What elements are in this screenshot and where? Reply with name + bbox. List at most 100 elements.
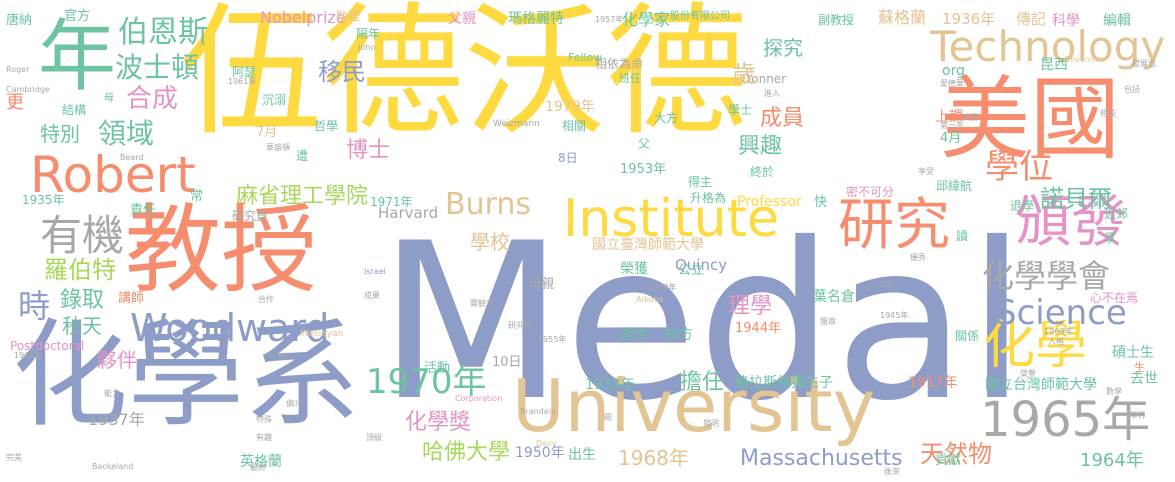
cloud-word: 化學 <box>983 316 1088 376</box>
cloud-word: 責任 <box>130 203 157 218</box>
cloud-word: Professor <box>737 194 802 210</box>
cloud-word: 伯恩斯 <box>118 15 208 50</box>
cloud-word: Institute <box>563 189 779 249</box>
cloud-word: Nobelprize <box>260 8 346 27</box>
cloud-word: 1917年 <box>908 375 958 391</box>
cloud-word: 天然物 <box>920 440 992 468</box>
cloud-word: 能力 <box>104 389 120 398</box>
cloud-word: 1950年 <box>515 445 565 461</box>
cloud-word: 1944年 <box>735 321 782 336</box>
cloud-word: 伍德沃德 <box>180 0 748 155</box>
cloud-word: 1968年 <box>618 446 689 470</box>
cloud-word: 瑪格麗特 <box>508 11 564 27</box>
cloud-word: 英格蘭 <box>240 454 282 470</box>
cloud-word: 化學獎 <box>405 410 472 435</box>
cloud-word: 股份有限公司 <box>670 11 730 22</box>
cloud-word: org <box>942 63 965 79</box>
cloud-word: 1933年 <box>585 377 635 393</box>
cloud-word: 國立臺灣師範大學 <box>592 237 704 253</box>
cloud-word: 進入 <box>764 89 780 98</box>
cloud-word: 合成 <box>126 84 179 114</box>
cloud-word: 研究員 <box>232 209 269 223</box>
cloud-word: 常 <box>190 189 204 204</box>
cloud-word: 校方 <box>665 327 693 343</box>
cloud-word: 領域 <box>98 117 155 150</box>
cloud-word: 心不在焉 <box>1090 291 1139 305</box>
cloud-word: 成果 <box>364 291 380 300</box>
cloud-word: 生 <box>1134 361 1145 374</box>
cloud-word: 得主 <box>688 175 713 189</box>
cloud-word: 上課 <box>935 109 963 125</box>
cloud-word: 密不可分 <box>846 185 895 199</box>
cloud-word: 關係 <box>955 329 980 343</box>
cloud-word: 1935年 <box>22 193 65 207</box>
cloud-word: 1965年 <box>980 392 1151 448</box>
cloud-word: 昆西 <box>1040 57 1068 73</box>
cloud-word: 助理 <box>336 9 361 23</box>
cloud-word: 華盛頓 <box>266 143 290 152</box>
cloud-word: 1959年 <box>648 283 677 292</box>
cloud-word: 蘇格蘭 <box>878 8 927 27</box>
cloud-word: Weizmann <box>493 119 540 129</box>
cloud-word: Fellow <box>568 51 603 64</box>
cloud-word: 有機 <box>40 211 125 260</box>
cloud-word: 母 <box>104 93 114 104</box>
cloud-word: 格拉斯格獨生子 <box>735 375 833 391</box>
cloud-word: Corporation <box>455 394 503 403</box>
cloud-word: Davy <box>536 439 557 448</box>
cloud-word: 偏北 <box>286 399 302 408</box>
cloud-word: 二十多 <box>870 279 894 288</box>
cloud-word: 7月 <box>256 125 278 140</box>
cloud-word: 唐納 <box>6 13 33 28</box>
cloud-word: Wesleyan <box>300 329 344 339</box>
cloud-word: Roger <box>6 65 30 74</box>
cloud-word: 化學學會 <box>982 257 1111 295</box>
cloud-word: Burns <box>445 187 532 222</box>
cloud-word: 葉名倉 <box>813 289 855 305</box>
cloud-word: 夥伴 <box>97 348 137 372</box>
cloud-word: 數學 <box>1106 387 1122 396</box>
cloud-word: 遭 <box>296 149 309 163</box>
cloud-word: 逝世 <box>620 327 648 343</box>
cloud-word: 4月 <box>940 131 962 146</box>
cloud-word: 理學 <box>728 294 773 319</box>
cloud-word: 有趣 <box>256 433 272 442</box>
cloud-word: 興趣 <box>738 134 783 159</box>
cloud-word: 8日 <box>558 151 578 165</box>
cloud-word: 1955年 <box>538 335 567 344</box>
cloud-word: 發展出 <box>1132 59 1156 68</box>
cloud-word: 實驗室 <box>470 299 494 308</box>
cloud-word: Beard <box>120 153 144 162</box>
cloud-word: 讀 <box>956 229 969 243</box>
cloud-word: 時 <box>18 287 51 325</box>
cloud-word: 學位 <box>985 147 1053 187</box>
cloud-word: Quincy <box>675 256 728 274</box>
cloud-word: 隔年 <box>356 27 381 41</box>
cloud-word: 母親 <box>528 277 555 292</box>
cloud-word: 快 <box>814 195 828 210</box>
cloud-word: 活動 <box>424 361 451 376</box>
cloud-word: Technology <box>930 22 1166 71</box>
cloud-word: 學士 <box>728 103 753 117</box>
cloud-word: 特別 <box>40 122 80 146</box>
cloud-word: Woodward <box>130 306 330 350</box>
cloud-word: 教授 <box>125 194 317 306</box>
cloud-word: 編輯 <box>1103 13 1131 29</box>
cloud-word: 科學 <box>1052 13 1080 29</box>
cloud-word: 波士頓 <box>115 51 200 84</box>
cloud-word: 研究 <box>838 193 950 258</box>
cloud-word: 退學 <box>1010 199 1035 213</box>
cloud-word: 副教授 <box>818 13 855 27</box>
cloud-word: 10日 <box>492 355 522 370</box>
cloud-word: 錄取 <box>60 288 105 313</box>
cloud-word: 哈佛大學 <box>422 440 511 465</box>
cloud-word: 榮譽 <box>1020 369 1036 378</box>
cloud-word: 升格為 <box>690 191 727 205</box>
cloud-word: 大方 <box>654 111 679 125</box>
cloud-word: 人格 <box>1048 337 1064 346</box>
cloud-word: 1964年 <box>1080 450 1144 471</box>
cloud-word: Cambridge <box>6 85 50 94</box>
cloud-word: 最終 <box>250 463 266 472</box>
cloud-word: 阿瑟 <box>232 65 257 79</box>
cloud-word: 傳記 <box>1016 10 1047 28</box>
